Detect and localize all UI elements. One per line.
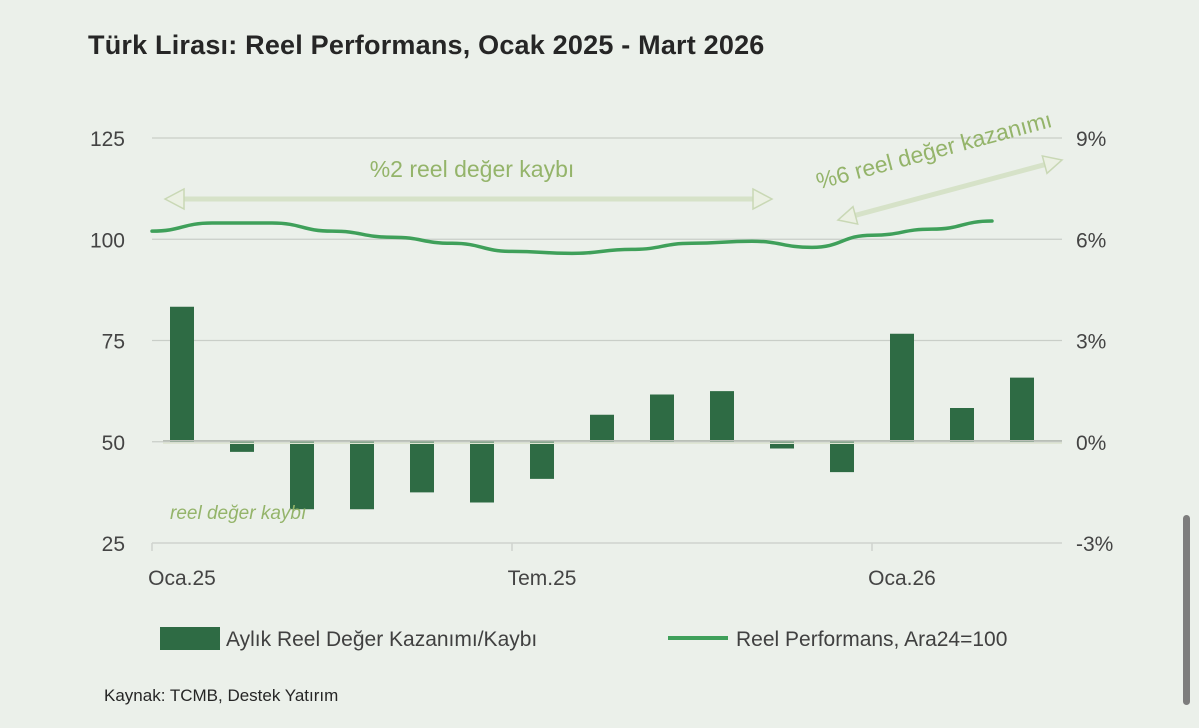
right-axis-tick-label: 9% — [1076, 128, 1106, 151]
left-axis-tick-label: 100 — [90, 229, 125, 252]
x-axis-tick-label: Oca.26 — [868, 567, 936, 590]
legend-line-label: Reel Performans, Ara24=100 — [736, 628, 1007, 651]
loss-period-arrow-left-head — [163, 187, 185, 211]
bar-Ağu.25 — [590, 414, 614, 442]
annotation-gain-period: %6 reel değer kazanımı — [813, 106, 1064, 226]
bar-Nis.25 — [350, 441, 374, 510]
legend: Aylık Reel Değer Kazanımı/Kaybı Reel Per… — [160, 627, 1007, 651]
bar-Haz.25 — [470, 441, 494, 503]
bar-series — [170, 306, 1034, 510]
gain-period-arrow-shaft — [845, 159, 1055, 221]
x-axis-tick-label: Tem.25 — [508, 567, 577, 590]
bar-Şub.26 — [950, 408, 974, 442]
loss-period-annotation: %2 reel değer kaybı — [370, 156, 575, 182]
loss-period-arrow-right-head — [752, 187, 774, 211]
bar-Şub.25 — [230, 441, 254, 452]
left-axis-tick-label: 75 — [102, 331, 125, 354]
bar-Kas.25 — [770, 441, 794, 449]
right-axis-tick-label: -3% — [1076, 533, 1113, 556]
gridlines — [152, 137, 1062, 443]
bar-Oca.25 — [170, 306, 194, 442]
gain-period-arrow-left-head — [836, 205, 859, 226]
right-axis-tick-label: 6% — [1076, 229, 1106, 252]
x-axis-tick-label: Oca.25 — [148, 567, 216, 590]
left-axis-tick-label: 125 — [90, 128, 125, 151]
source-note: Kaynak: TCMB, Destek Yatırım — [104, 686, 339, 705]
legend-bar-swatch — [160, 627, 220, 650]
bar-Tem.25 — [530, 441, 554, 479]
gain-period-annotation: %6 reel değer kazanımı — [813, 106, 1054, 194]
right-axis-tick-label: 0% — [1076, 432, 1106, 455]
annotation-loss-period: %2 reel değer kaybı — [163, 156, 774, 211]
left-axis-tick-label: 50 — [102, 432, 125, 455]
bar-Eki.25 — [710, 391, 734, 442]
right-axis-tick-label: 3% — [1076, 331, 1106, 354]
scrollbar-thumb[interactable] — [1183, 515, 1190, 705]
gain-period-arrow-right-head — [1041, 154, 1064, 175]
bar-May.25 — [410, 441, 434, 493]
left-axis-tick-label: 25 — [102, 533, 125, 556]
line-reel-performans — [150, 219, 994, 256]
bar-Mar.26 — [1010, 377, 1034, 442]
loss-label-annotation: reel değer kaybı — [170, 503, 306, 524]
legend-bar-label: Aylık Reel Değer Kazanımı/Kaybı — [226, 628, 537, 651]
bar-Ara.25 — [830, 441, 854, 473]
chart-title: Türk Lirası: Reel Performans, Ocak 2025 … — [88, 30, 765, 60]
axes: 125 100 75 50 25 9% 6% 3% 0% -3% Oca.25 Tem.25 Oca.2… — [90, 128, 1113, 590]
bar-Oca.26 — [890, 333, 914, 442]
zero-line — [163, 440, 1062, 444]
bar-Mar.25 — [290, 441, 314, 510]
bar-Eyl.25 — [650, 394, 674, 442]
line-series — [150, 219, 994, 256]
